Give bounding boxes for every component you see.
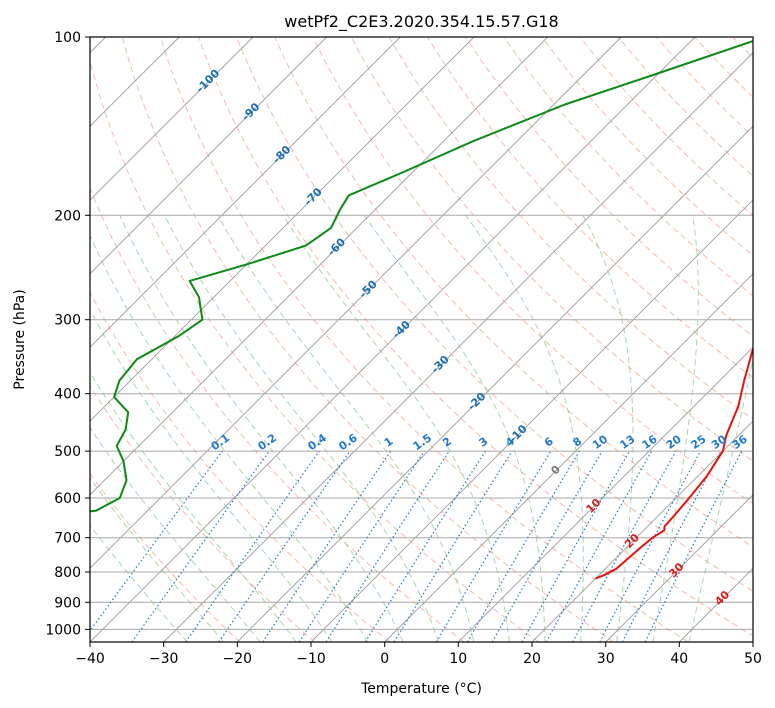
chart-title: wetPf2_C2E3.2020.354.15.57.G18	[284, 12, 558, 32]
mixing-ratio-line	[185, 450, 320, 642]
dewpoint-profile-line	[90, 40, 753, 513]
series-lines	[90, 40, 753, 580]
mixing-ratio-line	[298, 450, 425, 642]
dry-adiabat-line	[90, 291, 390, 642]
isotherm-line	[90, 37, 696, 642]
mixing-ratio-line	[521, 450, 631, 642]
dry-adiabat-line	[503, 37, 753, 297]
moist-adiabat-line	[90, 426, 261, 642]
x-tick-label: −40	[75, 651, 105, 667]
y-tick-label: 200	[54, 208, 81, 224]
dry-adiabat-line	[90, 186, 465, 642]
temperature-profile-line	[595, 345, 753, 580]
y-axis-label: Pressure (hPa)	[12, 289, 28, 389]
dry-adiabat-line	[350, 37, 753, 462]
x-tick-label: −10	[296, 651, 326, 667]
moist-adiabat-line	[217, 215, 475, 642]
x-tick-label: −30	[149, 651, 179, 667]
axis-ticks: −40 −30 −20 −10 0 10 20 30 40 50 1000 900 800 700 600 5…	[45, 30, 762, 667]
background-lines	[90, 37, 753, 642]
mixing-ratio-line	[393, 450, 513, 642]
isotherm-line	[90, 37, 549, 496]
plot-area	[90, 37, 753, 642]
dry-adiabat-line	[90, 472, 241, 642]
y-tick-label: 500	[54, 444, 81, 460]
dry-adiabat-line	[274, 37, 753, 548]
y-tick-label: 100	[54, 30, 81, 46]
mixing-ratio-line	[218, 450, 351, 642]
x-tick-label: 10	[449, 651, 467, 667]
y-tick-label: 1000	[45, 622, 81, 638]
x-tick-label: −20	[223, 651, 253, 667]
dry-adiabat-line	[236, 37, 753, 592]
mixing-ratio-line	[644, 450, 743, 642]
isotherm-line	[236, 125, 753, 642]
x-tick-label: 40	[670, 651, 688, 667]
isotherm-line	[384, 273, 753, 642]
isotherm-line	[163, 52, 753, 642]
moist-adiabat-line	[582, 215, 634, 642]
dry-adiabat-line	[388, 37, 753, 420]
moist-adiabat-line	[652, 215, 699, 642]
moist-adiabat-line	[90, 308, 333, 642]
moist-adiabat-line	[363, 215, 546, 642]
mixing-ratio-line	[90, 450, 223, 632]
dry-adiabat-line	[90, 384, 316, 642]
isotherm-line	[90, 37, 254, 201]
y-tick-label: 900	[54, 595, 81, 611]
moist-adiabat-line	[90, 477, 225, 642]
isotherm-line	[90, 37, 401, 348]
x-tick-label: 0	[380, 651, 389, 667]
mixing-ratio-line	[572, 450, 677, 642]
isotherm-line	[605, 494, 753, 642]
y-tick-label: 700	[54, 531, 81, 547]
dry-adiabat-line	[121, 37, 614, 642]
x-tick-label: 30	[597, 651, 615, 667]
y-tick-label: 600	[54, 491, 81, 507]
mixing-ratio-line	[131, 450, 270, 642]
isotherm-line	[531, 420, 753, 642]
moist-adiabat-line	[90, 234, 369, 642]
y-tick-label: 800	[54, 565, 81, 581]
mixing-ratio-line	[325, 450, 450, 642]
isotherm-line	[310, 199, 753, 642]
isotherm-line	[90, 37, 328, 275]
dry-adiabat-line	[198, 37, 753, 637]
dry-adiabat-line	[541, 37, 753, 257]
moist-adiabat-line	[119, 215, 404, 642]
mixing-ratio-line	[545, 450, 653, 642]
y-tick-label: 400	[54, 387, 81, 403]
x-tick-label: 50	[744, 651, 762, 667]
moist-adiabat-line	[282, 215, 510, 642]
y-tick-label: 300	[54, 313, 81, 329]
dry-adiabat-line	[159, 37, 689, 642]
moist-adiabat-line	[90, 371, 297, 642]
mixing-ratio-line	[262, 450, 392, 642]
moist-adiabat-line	[90, 524, 188, 642]
x-tick-label: 20	[523, 651, 541, 667]
dry-adiabat-line	[426, 37, 753, 379]
isotherm-line	[457, 346, 753, 642]
x-axis-label: Temperature (°C)	[360, 681, 482, 697]
moist-adiabat-line	[465, 215, 584, 642]
dry-adiabat-line	[90, 59, 540, 642]
isotherm-line	[90, 37, 622, 569]
plot-frame	[89, 36, 754, 643]
